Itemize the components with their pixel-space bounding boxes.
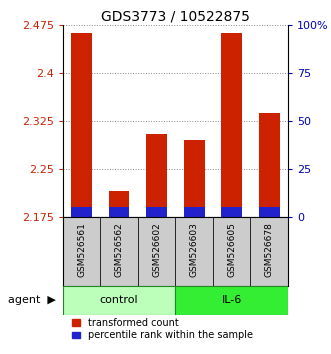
Title: GDS3773 / 10522875: GDS3773 / 10522875 xyxy=(101,10,250,24)
Bar xyxy=(63,217,100,286)
Bar xyxy=(213,217,251,286)
Bar xyxy=(221,33,242,217)
Bar xyxy=(146,134,167,217)
Bar xyxy=(63,286,175,315)
Text: agent  ▶: agent ▶ xyxy=(8,295,56,305)
Bar xyxy=(221,207,242,217)
Bar xyxy=(109,207,129,217)
Bar xyxy=(259,207,279,217)
Bar xyxy=(71,33,92,217)
Bar xyxy=(184,207,205,217)
Bar xyxy=(71,207,92,217)
Text: GSM526603: GSM526603 xyxy=(190,223,199,278)
Text: IL-6: IL-6 xyxy=(221,295,242,305)
Bar xyxy=(100,217,138,286)
Bar xyxy=(175,286,288,315)
Text: GSM526605: GSM526605 xyxy=(227,223,236,278)
Bar xyxy=(184,140,205,217)
Legend: transformed count, percentile rank within the sample: transformed count, percentile rank withi… xyxy=(72,318,253,341)
Bar xyxy=(251,217,288,286)
Bar xyxy=(259,113,279,217)
Text: GSM526561: GSM526561 xyxy=(77,223,86,278)
Bar xyxy=(138,217,175,286)
Bar xyxy=(175,217,213,286)
Text: control: control xyxy=(100,295,138,305)
Text: GSM526678: GSM526678 xyxy=(265,223,274,278)
Bar xyxy=(109,192,129,217)
Bar xyxy=(146,207,167,217)
Text: GSM526602: GSM526602 xyxy=(152,223,161,278)
Text: GSM526562: GSM526562 xyxy=(115,223,124,278)
